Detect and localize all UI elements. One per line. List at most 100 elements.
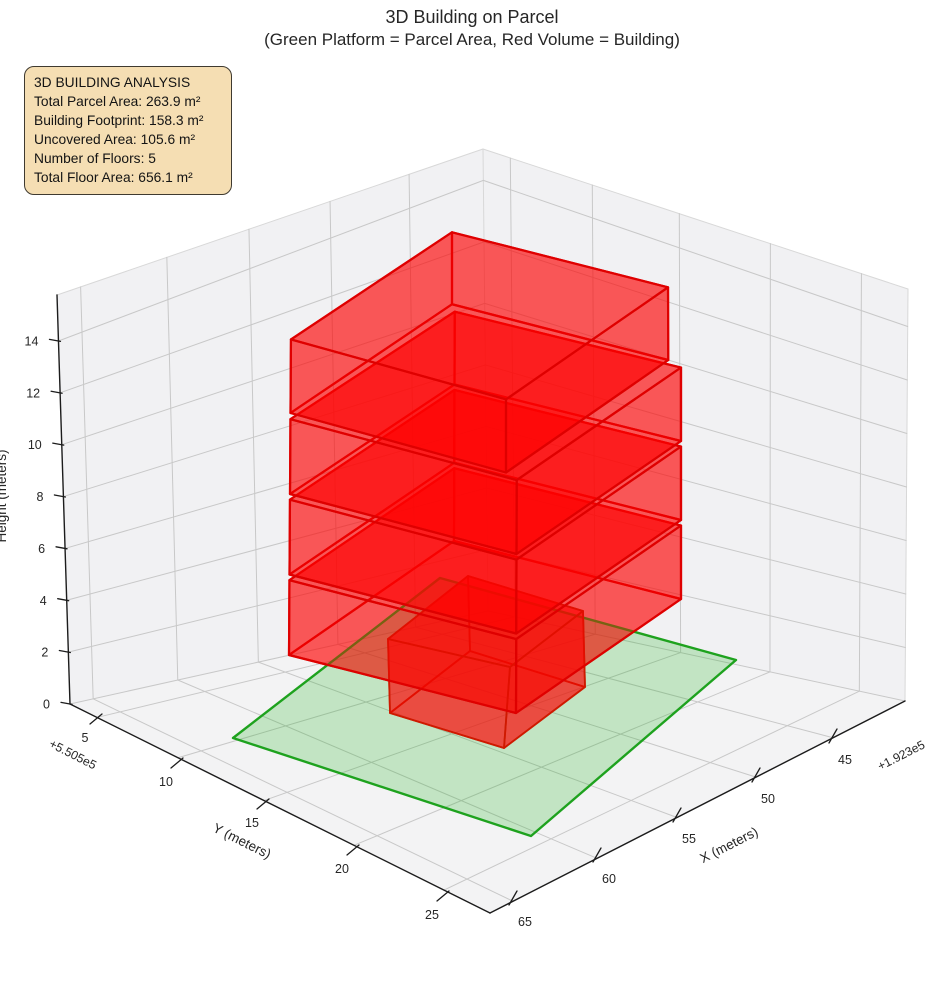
x-axis-offset-text: +1.923e5 xyxy=(875,737,927,773)
right-wall-pane xyxy=(483,149,908,701)
z-tick xyxy=(60,701,73,706)
z-gridline xyxy=(59,241,485,394)
z-gridline xyxy=(484,364,908,488)
x-tick xyxy=(828,728,838,744)
z-gridline xyxy=(483,241,908,381)
z-tick xyxy=(58,649,72,654)
x-tick-label: 45 xyxy=(838,753,852,767)
y-tick-label: 5 xyxy=(82,731,89,745)
z-tick xyxy=(52,442,65,446)
z-gridline xyxy=(485,425,907,541)
y-tick xyxy=(89,713,103,725)
y-floor-gridline xyxy=(263,652,682,802)
z-gridline xyxy=(66,487,488,601)
building-floor-3 xyxy=(288,388,683,635)
y-tick-label: 10 xyxy=(159,775,173,789)
z-gridline xyxy=(69,610,489,705)
info-line-0: 3D BUILDING ANALYSIS xyxy=(34,75,191,90)
building-floor-5 xyxy=(289,231,670,474)
x-wall-gridline xyxy=(329,200,339,645)
y-tick xyxy=(436,890,450,902)
y-wall-gridline xyxy=(858,273,862,692)
x-wall-gridline xyxy=(408,173,416,628)
y-spine xyxy=(69,703,491,914)
x-floor-gridline xyxy=(177,679,598,859)
pane-edge xyxy=(56,148,484,296)
chart-title: 3D Building on Parcel xyxy=(385,7,559,27)
analysis-info-box: 3D BUILDING ANALYSIS Total Parcel Area: 2… xyxy=(24,66,232,196)
z-gridline xyxy=(484,302,908,434)
z-tick-label: 4 xyxy=(40,594,47,608)
building-floor-4-top-face xyxy=(289,310,683,482)
z-gridline xyxy=(482,179,909,327)
z-axis-label: Height (meters) xyxy=(0,449,9,542)
y-wall-gridline xyxy=(509,157,516,618)
x-tick xyxy=(751,767,761,783)
pane-edge xyxy=(482,148,909,290)
y-wall-gridline xyxy=(591,184,596,635)
x-axis-label: X (meters) xyxy=(697,824,760,866)
info-line-5: Total Floor Area: 656.1 m² xyxy=(34,169,193,185)
building-floor-2 xyxy=(287,467,683,715)
chart-subtitle: (Green Platform = Parcel Area, Red Volum… xyxy=(264,30,680,49)
floor-pane xyxy=(70,611,905,913)
x-tick xyxy=(592,847,602,863)
info-line-4: Number of Floors: 5 xyxy=(34,150,156,166)
pane-edge xyxy=(482,148,489,612)
building-floor-3-top-face xyxy=(288,388,683,561)
x-wall-gridline xyxy=(248,228,259,663)
parcel-polygon xyxy=(231,576,738,838)
y-floor-gridline xyxy=(443,690,860,891)
y-tick xyxy=(256,798,270,810)
z-tick-label: 10 xyxy=(28,438,42,452)
y-floor-gridline xyxy=(353,671,771,846)
x-tick-label: 50 xyxy=(761,792,775,806)
z-tick-label: 0 xyxy=(43,698,50,712)
x-floor-gridline xyxy=(92,698,514,902)
building-floor-4 xyxy=(288,310,683,556)
z-tick-label: 2 xyxy=(41,646,48,660)
z-gridline xyxy=(487,610,906,702)
z-gridline xyxy=(61,302,486,446)
z-tick xyxy=(57,598,70,602)
x-floor-gridline xyxy=(257,661,678,818)
x-tick xyxy=(672,807,682,823)
z-tick-label: 8 xyxy=(36,490,43,504)
left-wall-pane xyxy=(57,149,488,704)
x-spine xyxy=(489,700,906,914)
z-gridline xyxy=(486,487,907,595)
x-tick-label: 55 xyxy=(682,832,696,846)
z-gridline xyxy=(486,548,906,648)
axes-panes xyxy=(56,148,909,913)
x-tick xyxy=(508,890,518,906)
x-floor-gridline xyxy=(337,643,757,778)
y-floor-gridline xyxy=(96,616,516,718)
z-tick xyxy=(55,546,68,550)
z-tick xyxy=(53,494,67,498)
z-spine xyxy=(56,294,71,705)
z-gridline xyxy=(57,179,484,342)
z-tick-label: 14 xyxy=(25,334,39,348)
x-wall-gridline xyxy=(80,286,94,700)
x-tick-label: 65 xyxy=(518,915,532,929)
z-tick xyxy=(48,338,62,343)
y-axis-offset-text: +5.505e5 xyxy=(47,737,99,773)
z-gridline xyxy=(62,364,486,498)
info-line-1: Total Parcel Area: 263.9 m² xyxy=(34,93,201,109)
y-tick xyxy=(170,757,184,769)
x-wall-gridline xyxy=(166,256,179,681)
y-tick xyxy=(346,844,360,856)
building-floor-5-top-face xyxy=(289,231,670,401)
y-tick-label: 15 xyxy=(245,816,259,830)
info-line-3: Uncovered Area: 105.6 m² xyxy=(34,131,196,147)
z-tick xyxy=(50,390,63,394)
z-tick-label: 12 xyxy=(26,386,40,400)
z-tick-label: 6 xyxy=(38,542,45,556)
scene xyxy=(231,231,738,838)
building-floor-1-top-face xyxy=(387,575,584,668)
y-tick-label: 20 xyxy=(335,862,349,876)
y-axis-label: Y (meters) xyxy=(211,820,274,861)
x-floor-gridline xyxy=(414,626,834,739)
